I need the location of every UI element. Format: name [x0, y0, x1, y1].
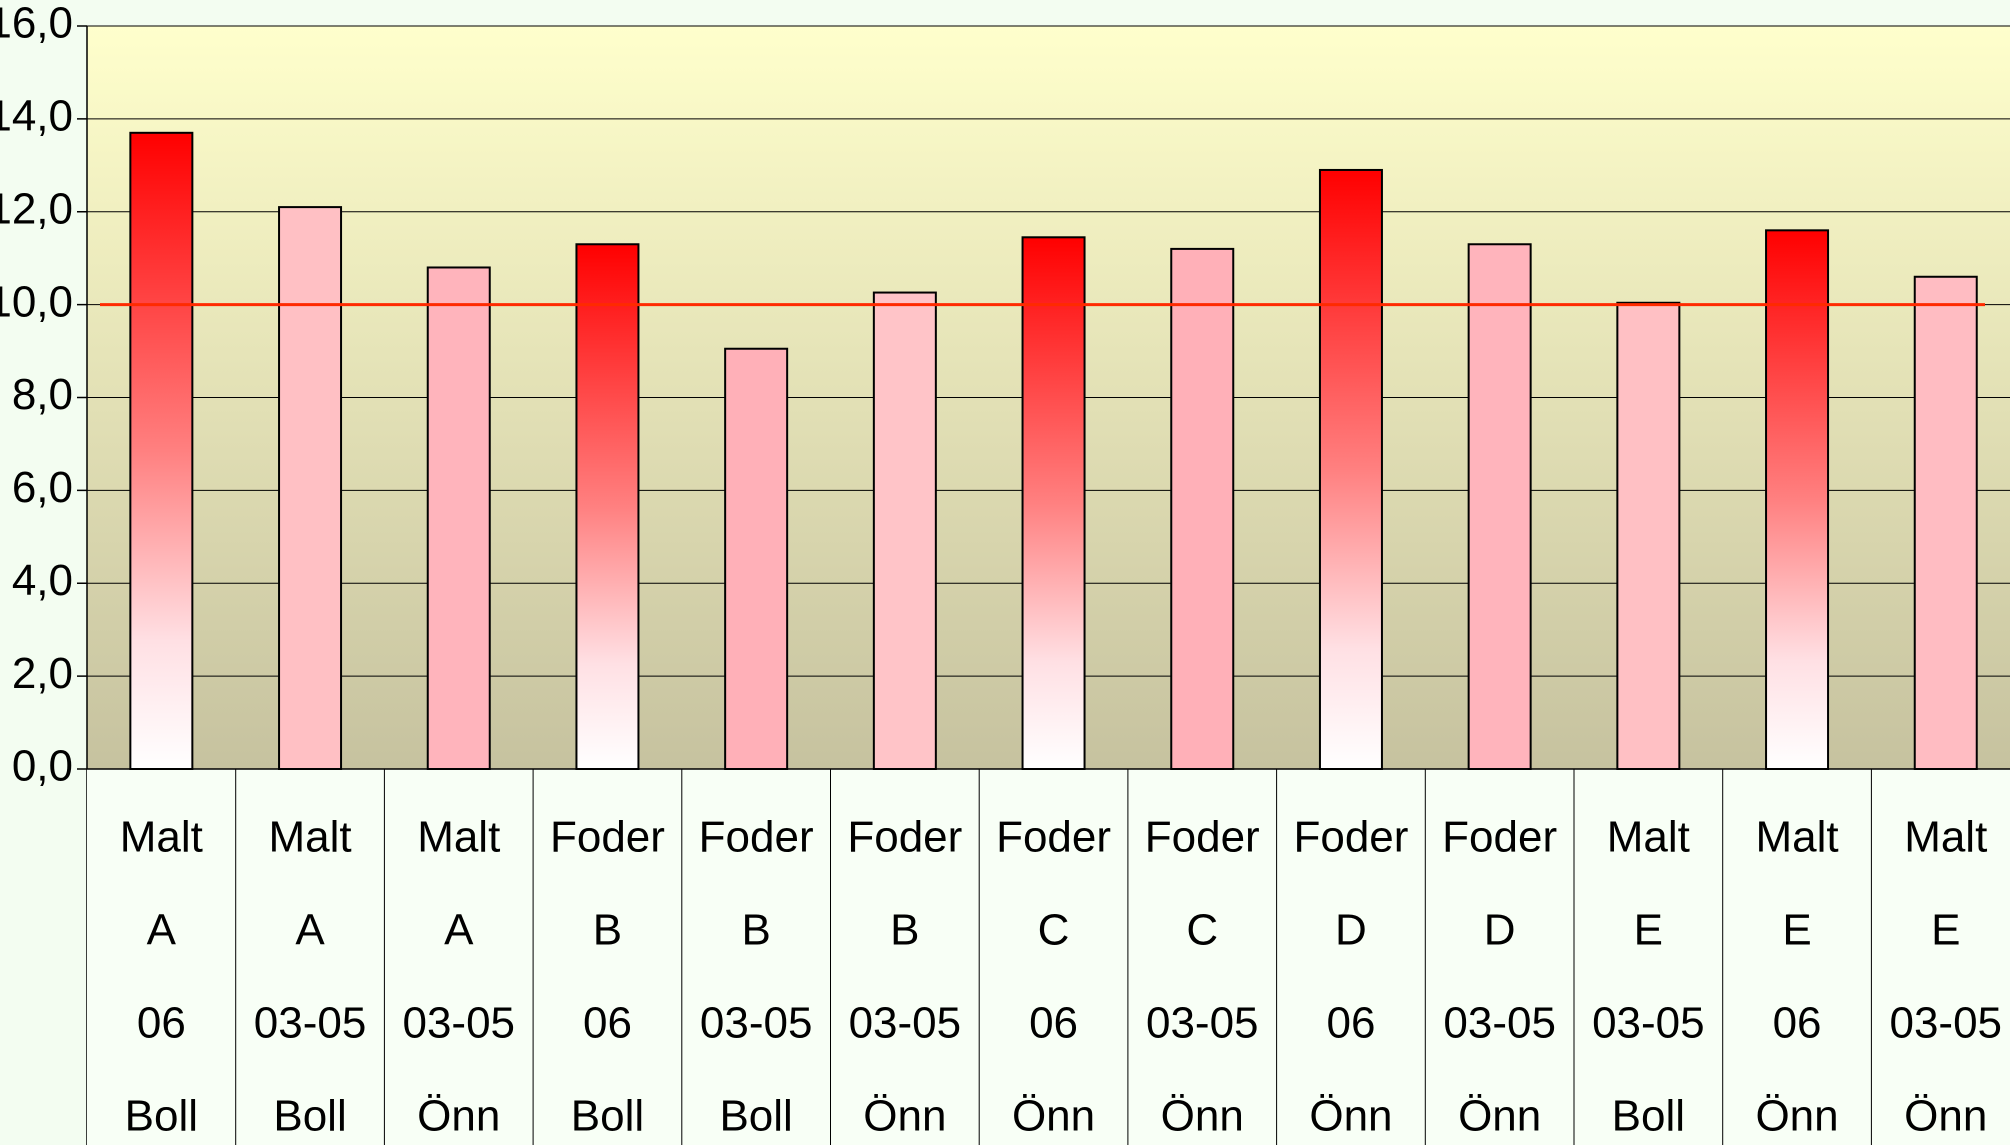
x-tick-label: Önn	[1458, 1092, 1541, 1141]
x-tick-label: Önn	[1012, 1092, 1095, 1141]
x-tick-label: 06	[1773, 999, 1822, 1048]
bar	[1021, 236, 1086, 770]
x-tick-label: D	[1335, 906, 1367, 955]
x-tick-label: Foder	[847, 813, 962, 862]
x-tick-label: B	[890, 906, 919, 955]
x-tick-label: Önn	[1755, 1092, 1838, 1141]
x-tick-label: 06	[1029, 999, 1078, 1048]
bar	[724, 347, 789, 770]
x-tick-label: B	[593, 906, 622, 955]
x-tick-label: Önn	[1309, 1092, 1392, 1141]
bar	[278, 206, 343, 770]
x-tick-label: 03-05	[1146, 999, 1259, 1048]
x-tick-label: Malt	[120, 813, 203, 862]
y-tick-label: 0,0	[12, 742, 73, 791]
bar	[1170, 247, 1235, 770]
x-tick-label: 03-05	[849, 999, 962, 1048]
bar	[129, 131, 194, 770]
y-tick-label: 2,0	[12, 649, 73, 698]
x-tick-label: Foder	[1293, 813, 1408, 862]
bar	[872, 291, 937, 770]
x-tick-label: 06	[1326, 999, 1375, 1048]
x-tick-label: Foder	[699, 813, 814, 862]
x-tick-label: Foder	[996, 813, 1111, 862]
x-tick-label: E	[1931, 906, 1960, 955]
x-tick-label: A	[444, 906, 474, 955]
x-tick-label: Boll	[125, 1092, 198, 1141]
x-tick-label: 03-05	[1889, 999, 2002, 1048]
x-tick-label: 03-05	[402, 999, 515, 1048]
x-tick-label: Malt	[268, 813, 351, 862]
bar	[1318, 168, 1383, 771]
x-tick-label: Önn	[863, 1092, 946, 1141]
x-tick-label: D	[1484, 906, 1516, 955]
x-tick-label: 03-05	[1443, 999, 1556, 1048]
x-tick-label: Malt	[1904, 813, 1987, 862]
category-table	[87, 769, 2010, 1145]
y-tick-label: 4,0	[12, 556, 73, 605]
x-tick-label: B	[741, 906, 770, 955]
x-tick-label: 03-05	[700, 999, 813, 1048]
x-tick-label: A	[147, 906, 177, 955]
y-tick-label: 12,0	[0, 184, 73, 233]
x-tick-label: A	[295, 906, 325, 955]
x-tick-label: Boll	[719, 1092, 792, 1141]
x-tick-label: E	[1782, 906, 1811, 955]
x-tick-label: Malt	[1607, 813, 1690, 862]
bar	[575, 243, 640, 771]
bar	[426, 266, 491, 770]
bar	[1467, 243, 1532, 771]
bar	[1616, 301, 1681, 770]
y-tick-label: 6,0	[12, 463, 73, 512]
x-tick-label: 06	[583, 999, 632, 1048]
y-tick-label: 16,0	[0, 0, 73, 48]
x-tick-label: Boll	[1612, 1092, 1685, 1141]
x-tick-label: Foder	[550, 813, 665, 862]
y-tick-label: 14,0	[0, 92, 73, 141]
x-tick-label: 06	[137, 999, 186, 1048]
x-tick-label: C	[1038, 906, 1070, 955]
x-tick-label: Foder	[1145, 813, 1260, 862]
x-tick-label: E	[1634, 906, 1663, 955]
x-tick-label: C	[1186, 906, 1218, 955]
x-tick-label: Malt	[417, 813, 500, 862]
bar	[1913, 275, 1978, 770]
x-tick-label: Malt	[1755, 813, 1838, 862]
x-tick-label: Önn	[417, 1092, 500, 1141]
y-tick-label: 10,0	[0, 277, 73, 326]
y-tick-label: 8,0	[12, 370, 73, 419]
x-tick-label: Önn	[1904, 1092, 1987, 1141]
x-tick-label: Önn	[1161, 1092, 1244, 1141]
x-tick-label: Boll	[273, 1092, 346, 1141]
x-tick-label: Boll	[571, 1092, 644, 1141]
x-tick-label: 03-05	[254, 999, 367, 1048]
bar	[1765, 229, 1830, 770]
x-tick-label: 03-05	[1592, 999, 1705, 1048]
x-tick-label: Foder	[1442, 813, 1557, 862]
